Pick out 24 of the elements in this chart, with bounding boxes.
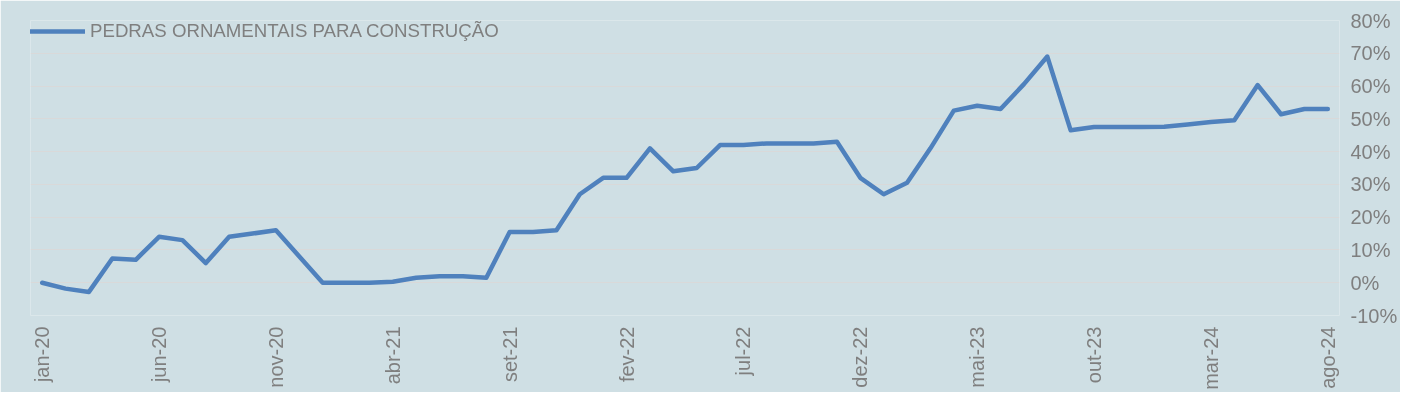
- legend-label: PEDRAS ORNAMENTAIS PARA CONSTRUÇÃO: [90, 20, 499, 42]
- x-tick-label: out-23: [1083, 326, 1106, 384]
- x-tick-label: fev-22: [615, 326, 638, 383]
- y-tick-label: 40%: [1350, 140, 1391, 163]
- y-tick-label: 80%: [1350, 9, 1391, 32]
- x-tick-label: nov-20: [264, 326, 287, 388]
- y-tick-label: 70%: [1350, 42, 1391, 65]
- x-tick-label: mai-23: [966, 326, 989, 388]
- y-tick-label: 0%: [1350, 271, 1380, 294]
- x-tick-label: jan-20: [31, 326, 54, 384]
- y-tick-label: 60%: [1350, 75, 1391, 98]
- y-tick-label: 20%: [1350, 206, 1391, 229]
- line-series: [39, 54, 1331, 295]
- x-tick-label: jun-20: [148, 326, 171, 384]
- y-tick-label: 30%: [1350, 173, 1391, 196]
- y-tick-label: -10%: [1350, 304, 1398, 327]
- x-tick-label: abr-21: [381, 326, 404, 385]
- x-tick-label: set-21: [498, 326, 521, 383]
- x-tick-label: dez-22: [849, 326, 872, 388]
- y-tick-label: 10%: [1350, 238, 1391, 261]
- x-tick-label: ago-24: [1316, 326, 1339, 389]
- x-tick-label: jul-22: [732, 326, 755, 377]
- y-tick-label: 50%: [1350, 107, 1391, 130]
- x-tick-label: mar-24: [1199, 326, 1222, 390]
